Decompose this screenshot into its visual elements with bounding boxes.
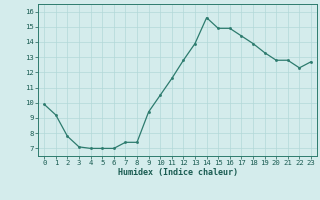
X-axis label: Humidex (Indice chaleur): Humidex (Indice chaleur) xyxy=(118,168,238,177)
